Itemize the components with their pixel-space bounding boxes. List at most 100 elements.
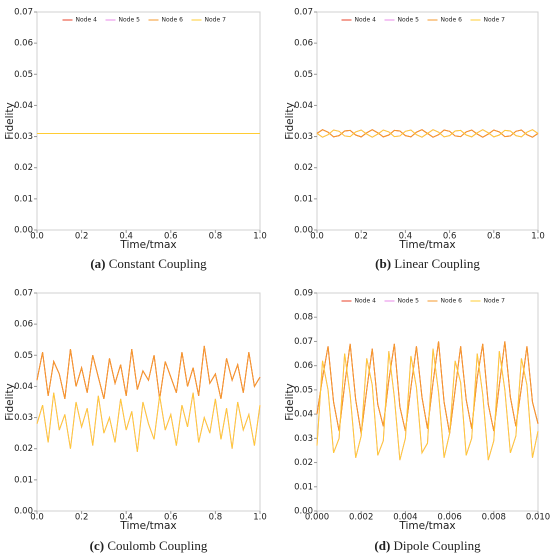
plot-frame	[316, 292, 539, 512]
y-tick-label: 0.00	[14, 226, 33, 236]
x-tick-label: 1.0	[531, 232, 545, 242]
y-tick-label: 0.02	[294, 458, 313, 468]
y-tick-label: 0.05	[294, 70, 313, 80]
y-tick-label: 0.07	[14, 8, 33, 18]
y-tick-label: 0.01	[294, 482, 313, 492]
x-tick-label: 0.2	[354, 232, 368, 242]
x-tick-label: 0.8	[209, 513, 223, 523]
legend-label: Node 5	[398, 17, 420, 24]
caption-text: Dipole Coupling	[394, 538, 482, 553]
legend-label: Node 6	[162, 17, 184, 24]
data-line	[316, 348, 539, 461]
caption: (a) Constant Coupling	[90, 256, 207, 271]
caption-label: (b)	[375, 256, 391, 271]
x-tick-label: 0.004	[393, 513, 417, 523]
caption-text: Constant Coupling	[109, 256, 207, 271]
x-tick-label: 0.008	[482, 513, 506, 523]
x-axis-label: Time/tmax	[119, 239, 176, 251]
y-tick-label: 0.07	[14, 289, 33, 299]
legend-label: Node 7	[484, 17, 506, 24]
data-line	[36, 345, 261, 400]
y-tick-label: 0.06	[14, 39, 33, 49]
legend-label: Node 5	[398, 298, 420, 305]
legend-label: Node 7	[205, 17, 227, 24]
panel: 0.00 0.01 0.02 0.03 0.04 0.05 0.06 0.07 0.0 0.2 0.…	[284, 8, 545, 271]
y-tick-label: 0.00	[294, 226, 313, 236]
y-tick-label: 0.03	[294, 434, 313, 444]
y-tick-label: 0.01	[14, 475, 33, 485]
caption-text: Linear Coupling	[394, 256, 480, 271]
caption: (c) Coulomb Coupling	[90, 538, 208, 553]
y-axis-label: Fidelity	[4, 102, 16, 139]
y-tick-label: 0.04	[294, 101, 313, 111]
y-tick-label: 0.06	[14, 320, 33, 330]
x-axis-label: Time/tmax	[119, 520, 176, 532]
legend-label: Node 4	[355, 298, 377, 305]
y-tick-label: 0.08	[294, 313, 313, 323]
y-tick-label: 0.05	[14, 70, 33, 80]
x-tick-label: 1.0	[253, 232, 267, 242]
y-tick-label: 0.02	[14, 163, 33, 173]
x-tick-label: 0.010	[526, 513, 550, 523]
x-tick-label: 0.8	[487, 232, 501, 242]
y-tick-label: 0.01	[14, 194, 33, 204]
y-tick-label: 0.09	[294, 289, 313, 299]
y-tick-label: 0.07	[294, 8, 313, 18]
legend-label: Node 4	[355, 17, 377, 24]
x-tick-label: 0.2	[75, 513, 89, 523]
y-axis-label: Fidelity	[284, 383, 296, 420]
y-tick-label: 0.05	[14, 351, 33, 361]
x-tick-label: 0.0	[30, 232, 44, 242]
y-tick-label: 0.00	[14, 507, 33, 517]
x-tick-label: 0.4	[119, 232, 133, 242]
caption-label: (d)	[374, 538, 390, 553]
caption-text: Coulomb Coupling	[107, 538, 208, 553]
y-tick-label: 0.03	[14, 413, 33, 423]
x-tick-label: 0.002	[349, 513, 373, 523]
y-tick-label: 0.06	[294, 361, 313, 371]
y-tick-label: 0.07	[294, 337, 313, 347]
data-line	[316, 341, 539, 434]
plot-frame	[36, 292, 261, 512]
y-tick-label: 0.04	[14, 101, 33, 111]
plot-frame	[316, 11, 539, 231]
x-tick-label: 0.6	[164, 513, 178, 523]
panel: 0.00 0.01 0.02 0.03 0.04 0.05 0.06 0.07 0.08 0.09…	[284, 289, 550, 553]
x-tick-label: 0.6	[443, 232, 457, 242]
x-tick-label: 0.4	[119, 513, 133, 523]
y-tick-label: 0.00	[294, 507, 313, 517]
data-line	[36, 392, 261, 452]
legend-label: Node 6	[441, 298, 463, 305]
caption-label: (c)	[90, 538, 104, 553]
y-tick-label: 0.04	[294, 410, 313, 420]
legend-label: Node 6	[441, 17, 463, 24]
x-tick-label: 0.0	[30, 513, 44, 523]
y-axis-label: Fidelity	[4, 383, 16, 420]
x-tick-label: 0.000	[305, 513, 329, 523]
y-tick-label: 0.02	[14, 444, 33, 454]
legend-label: Node 4	[76, 17, 98, 24]
panel: 0.00 0.01 0.02 0.03 0.04 0.05 0.06 0.07 0.0 0.2 0.…	[4, 289, 267, 553]
caption: (b) Linear Coupling	[375, 256, 480, 271]
x-axis-label: Time/tmax	[398, 520, 455, 532]
caption: (d) Dipole Coupling	[374, 538, 481, 553]
y-tick-label: 0.02	[294, 163, 313, 173]
data-line	[316, 129, 539, 138]
x-tick-label: 0.8	[209, 232, 223, 242]
caption-label: (a)	[90, 256, 105, 271]
data-line	[36, 345, 261, 400]
y-axis-label: Fidelity	[284, 102, 296, 139]
y-tick-label: 0.04	[14, 382, 33, 392]
x-tick-label: 0.6	[164, 232, 178, 242]
y-tick-label: 0.06	[294, 39, 313, 49]
x-tick-label: 0.4	[399, 232, 413, 242]
x-axis-label: Time/tmax	[398, 239, 455, 251]
x-tick-label: 1.0	[253, 513, 267, 523]
legend-label: Node 5	[119, 17, 141, 24]
x-tick-label: 0.006	[437, 513, 461, 523]
x-tick-label: 0.2	[75, 232, 89, 242]
y-tick-label: 0.05	[294, 385, 313, 395]
y-tick-label: 0.03	[14, 132, 33, 142]
